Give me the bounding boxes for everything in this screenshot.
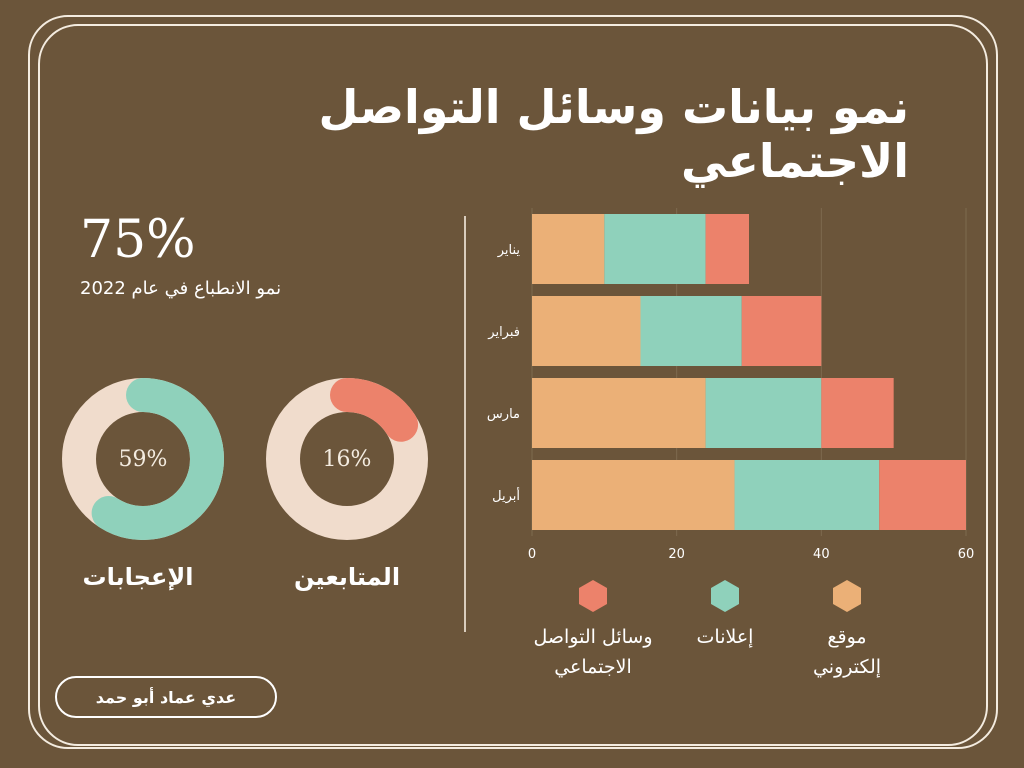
x-tick-label-0: 0 bbox=[528, 547, 536, 560]
x-tick-label-2: 40 bbox=[813, 547, 830, 560]
bar-1-1 bbox=[640, 296, 742, 366]
category-label-3: أبريل bbox=[492, 487, 520, 504]
bar-1-2 bbox=[741, 296, 822, 366]
followers-donut-svg bbox=[266, 378, 428, 540]
likes-donut: 59% bbox=[60, 376, 226, 542]
likes-donut-arc bbox=[62, 378, 224, 540]
bar-3-1 bbox=[734, 460, 880, 530]
followers-donut: 16% bbox=[264, 376, 430, 542]
growth-caption: نمو الانطباع في عام 2022 bbox=[80, 278, 282, 299]
inner-frame bbox=[38, 24, 988, 746]
legend-social-line1: وسائل التواصل bbox=[533, 626, 653, 648]
legend-item-ads: إعلانات bbox=[650, 580, 800, 652]
legend-social-line2: الاجتماعي bbox=[554, 656, 632, 678]
vertical-divider bbox=[464, 216, 466, 632]
likes-title: الإعجابات bbox=[82, 563, 194, 591]
bar-2-1 bbox=[705, 378, 822, 448]
category-label-2: مارس bbox=[487, 407, 520, 422]
bar-2-0 bbox=[532, 378, 706, 448]
social-hex-icon bbox=[579, 580, 607, 612]
growth-percent: 75% bbox=[80, 210, 196, 270]
x-tick-label-1: 20 bbox=[668, 547, 685, 560]
followers-title: المتابعين bbox=[293, 563, 401, 591]
bar-0-1 bbox=[604, 214, 706, 284]
bar-3-0 bbox=[532, 460, 735, 530]
legend-item-social: وسائل التواصل الاجتماعي bbox=[518, 580, 668, 682]
legend-item-website: موقع إلكتروني bbox=[772, 580, 922, 682]
x-tick-label-3: 60 bbox=[958, 547, 975, 560]
stacked-bar-chart: يناير فبراير مارس أبريل 0 20 40 60 bbox=[487, 208, 975, 560]
bar-2-2 bbox=[821, 378, 894, 448]
legend-website-line2: إلكتروني bbox=[812, 656, 882, 678]
outer-frame bbox=[28, 15, 998, 749]
followers-donut-arc bbox=[266, 378, 428, 540]
bar-3-2 bbox=[879, 460, 966, 530]
likes-percent-label: 59% bbox=[118, 446, 168, 472]
followers-percent-label: 16% bbox=[322, 446, 372, 472]
website-hex-icon bbox=[833, 580, 861, 612]
bar-0-0 bbox=[532, 214, 605, 284]
author-badge: عدي عماد أبو حمد bbox=[55, 676, 277, 718]
bar-1-0 bbox=[532, 296, 641, 366]
category-label-1: فبراير bbox=[487, 325, 520, 340]
ads-hex-icon bbox=[711, 580, 739, 612]
legend-website-line1: موقع bbox=[827, 626, 867, 648]
category-label-0: يناير bbox=[497, 243, 521, 258]
page-title: نمو بيانات وسائل التواصل الاجتماعي bbox=[318, 80, 909, 188]
bar-0-2 bbox=[705, 214, 749, 284]
legend-ads-line1: إعلانات bbox=[696, 626, 754, 648]
likes-donut-svg bbox=[62, 378, 224, 540]
